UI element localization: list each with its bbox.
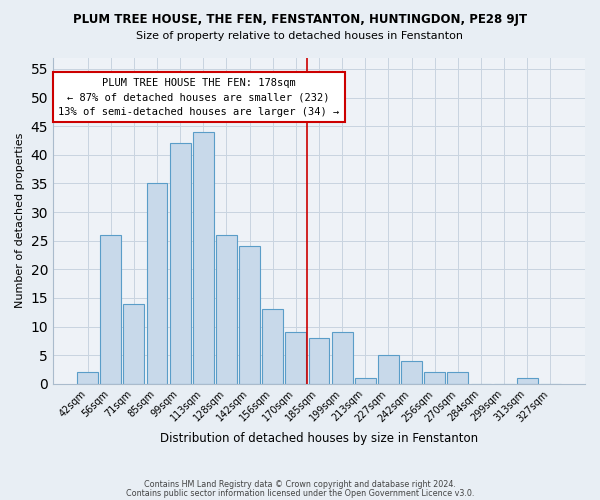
Bar bbox=[77, 372, 98, 384]
Text: PLUM TREE HOUSE, THE FEN, FENSTANTON, HUNTINGDON, PE28 9JT: PLUM TREE HOUSE, THE FEN, FENSTANTON, HU… bbox=[73, 12, 527, 26]
Bar bbox=[308, 338, 329, 384]
X-axis label: Distribution of detached houses by size in Fenstanton: Distribution of detached houses by size … bbox=[160, 432, 478, 445]
Bar bbox=[216, 235, 237, 384]
Text: PLUM TREE HOUSE THE FEN: 178sqm
← 87% of detached houses are smaller (232)
13% o: PLUM TREE HOUSE THE FEN: 178sqm ← 87% of… bbox=[58, 78, 340, 117]
Y-axis label: Number of detached properties: Number of detached properties bbox=[15, 133, 25, 308]
Bar bbox=[448, 372, 468, 384]
Bar bbox=[146, 184, 167, 384]
Text: Size of property relative to detached houses in Fenstanton: Size of property relative to detached ho… bbox=[137, 31, 464, 41]
Text: Contains public sector information licensed under the Open Government Licence v3: Contains public sector information licen… bbox=[126, 489, 474, 498]
Bar bbox=[517, 378, 538, 384]
Bar bbox=[355, 378, 376, 384]
Bar bbox=[193, 132, 214, 384]
Bar bbox=[424, 372, 445, 384]
Bar bbox=[378, 355, 399, 384]
Bar bbox=[124, 304, 145, 384]
Bar bbox=[332, 332, 353, 384]
Bar bbox=[170, 144, 191, 384]
Bar bbox=[100, 235, 121, 384]
Text: Contains HM Land Registry data © Crown copyright and database right 2024.: Contains HM Land Registry data © Crown c… bbox=[144, 480, 456, 489]
Bar bbox=[286, 332, 306, 384]
Bar bbox=[239, 246, 260, 384]
Bar bbox=[401, 361, 422, 384]
Bar bbox=[262, 310, 283, 384]
